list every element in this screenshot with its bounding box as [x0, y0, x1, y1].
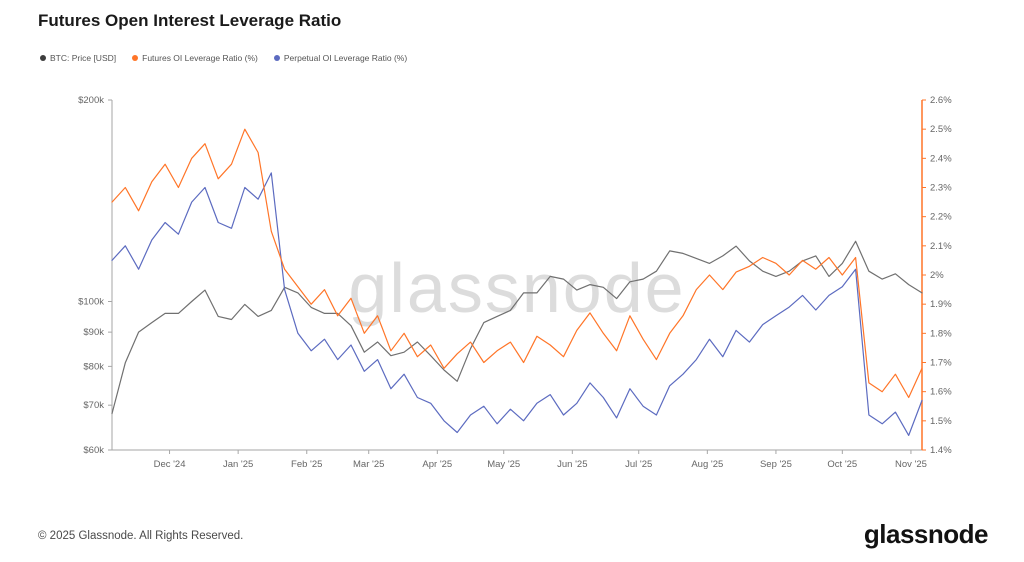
legend-item-futures-oi[interactable]: Futures OI Leverage Ratio (%) [132, 53, 258, 63]
legend-label-perpetual: Perpetual OI Leverage Ratio (%) [283, 53, 408, 63]
right-tick-label: 2.2% [930, 212, 952, 223]
series-line-2 [111, 172, 923, 436]
x-tick-label: Jan '25 [223, 459, 253, 470]
chart-legend: BTC: Price [USD] Futures OI Leverage Rat… [40, 53, 407, 63]
legend-dot-btc-icon [40, 55, 46, 61]
series-line-0 [111, 240, 923, 415]
legend-item-btc-price[interactable]: BTC: Price [USD] [40, 53, 116, 63]
legend-dot-futures-icon [132, 55, 139, 61]
right-tick-label: 2.3% [930, 183, 952, 194]
right-tick-label: 2.1% [930, 241, 952, 252]
x-tick-label: Mar '25 [353, 459, 384, 470]
left-tick-label: $100k [78, 297, 104, 308]
right-tick-label: 1.6% [930, 387, 952, 398]
x-axis-ticks: Dec '24 Jan '25 Feb '25 Mar '25 Apr '25 May '… [154, 450, 927, 470]
legend-item-perpetual-oi[interactable]: Perpetual OI Leverage Ratio (%) [273, 53, 408, 63]
right-axis-ticks: 2.6% 2.5% 2.4% 2.3% 2.2% 2.1% 2% 1.9% 1.8% 1.7% 1.… [922, 95, 952, 456]
right-tick-label: 1.9% [930, 299, 952, 310]
legend-label-btc: BTC: Price [USD] [50, 53, 117, 63]
x-tick-label: Nov '25 [895, 459, 927, 470]
x-tick-label: Apr '25 [422, 459, 452, 470]
page-title: Futures Open Interest Leverage Ratio [38, 11, 342, 30]
glassnode-logo: glassnode [863, 519, 989, 549]
right-tick-label: 2.5% [930, 124, 952, 135]
x-tick-label: Dec '24 [154, 459, 186, 470]
footer-copyright: © 2025 Glassnode. All Rights Reserved. [38, 530, 244, 542]
x-tick-label: Jul '25 [625, 459, 652, 470]
x-tick-label: Oct '25 [827, 459, 857, 470]
left-tick-label: $200k [78, 95, 104, 106]
right-tick-label: 2.6% [930, 95, 952, 106]
right-tick-label: 1.4% [930, 445, 952, 456]
left-tick-label: $80k [83, 361, 104, 372]
left-tick-label: $70k [83, 400, 104, 411]
x-tick-label: Jun '25 [557, 459, 587, 470]
series-line-1 [111, 128, 923, 399]
right-tick-label: 2% [930, 270, 944, 281]
right-tick-label: 1.5% [930, 416, 952, 427]
left-axis-ticks: $200k $100k $90k $80k $70k $60k [78, 95, 112, 456]
x-tick-label: Sep '25 [760, 459, 792, 470]
right-tick-label: 1.8% [930, 328, 952, 339]
x-tick-label: Feb '25 [291, 459, 322, 470]
right-tick-label: 1.7% [930, 358, 952, 369]
axis-frame [111, 100, 923, 451]
x-tick-label: May '25 [487, 459, 520, 470]
x-tick-label: Aug '25 [691, 459, 723, 470]
left-tick-label: $60k [83, 445, 104, 456]
legend-label-futures: Futures OI Leverage Ratio (%) [142, 53, 258, 63]
legend-dot-perpetual-icon [273, 55, 280, 61]
right-tick-label: 2.4% [930, 153, 952, 164]
left-tick-label: $90k [83, 327, 104, 338]
